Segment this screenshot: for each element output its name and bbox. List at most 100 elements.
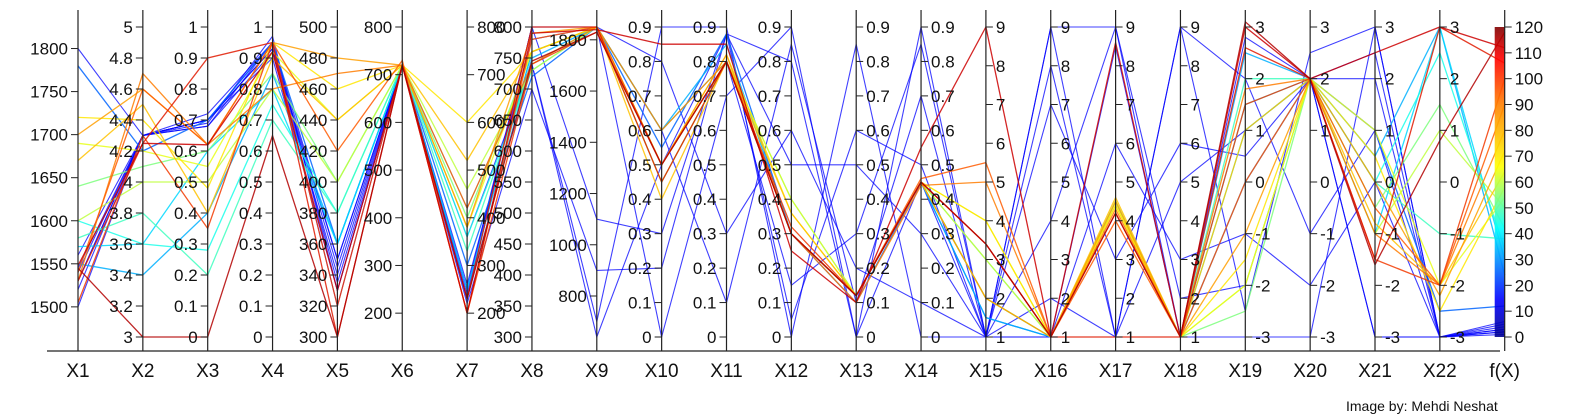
tick-label: 1750 <box>30 83 68 102</box>
tick-label: 1 <box>1190 328 1199 347</box>
tick-label: 400 <box>494 266 522 285</box>
tick-label: 100 <box>1515 70 1543 89</box>
axis-label: X14 <box>904 361 938 382</box>
tick-label: 6 <box>996 134 1005 153</box>
axes: 1500155016001650170017501800X133.23.43.6… <box>30 10 1543 382</box>
tick-label: 0.4 <box>628 190 652 209</box>
tick-label: 380 <box>299 204 327 223</box>
tick-label: 8 <box>1126 57 1135 76</box>
tick-label: 2 <box>1190 289 1199 308</box>
tick-label: 1600 <box>30 212 68 231</box>
tick-label: 0.9 <box>174 49 198 68</box>
tick-label: 0 <box>772 328 781 347</box>
tick-label: 1 <box>1385 121 1394 140</box>
tick-label: 0.7 <box>758 87 782 106</box>
tick-label: 450 <box>494 235 522 254</box>
tick-label: 5 <box>996 173 1005 192</box>
tick-label: 0.2 <box>239 266 263 285</box>
tick-label: 500 <box>364 161 392 180</box>
tick-label: 110 <box>1515 44 1542 63</box>
tick-label: 700 <box>364 66 392 85</box>
tick-label: 300 <box>364 256 392 275</box>
tick-label: 360 <box>299 235 327 254</box>
tick-label: -3 <box>1320 328 1335 347</box>
tick-label: 650 <box>494 111 522 130</box>
tick-label: 4 <box>996 212 1005 231</box>
tick-label: 0.9 <box>758 18 782 37</box>
tick-label: 0.8 <box>174 80 198 99</box>
tick-label: 0.2 <box>931 259 955 278</box>
tick-label: 480 <box>299 49 327 68</box>
tick-label: 0.3 <box>693 225 717 244</box>
tick-label: 0.4 <box>239 204 263 223</box>
tick-label: 0 <box>1320 173 1329 192</box>
axis-label: X12 <box>774 361 808 382</box>
axis-label: X21 <box>1358 361 1392 382</box>
tick-label: 500 <box>477 161 505 180</box>
tick-label: 1400 <box>549 133 587 152</box>
image-credit: Image by: Mehdi Neshat <box>1346 398 1498 414</box>
tick-label: 1800 <box>549 31 587 50</box>
tick-label: 200 <box>364 304 392 323</box>
axis-label: X13 <box>839 361 873 382</box>
tick-label: 1600 <box>549 82 587 101</box>
tick-label: 0.4 <box>758 190 782 209</box>
tick-label: 440 <box>299 111 327 130</box>
tick-label: 0.8 <box>693 52 717 71</box>
tick-label: 0.2 <box>866 259 890 278</box>
tick-label: 1 <box>1320 121 1329 140</box>
tick-label: 1 <box>253 18 262 37</box>
tick-label: 0.7 <box>628 87 652 106</box>
axis-label: X7 <box>455 361 478 382</box>
tick-label: 5 <box>1190 173 1199 192</box>
tick-label: 300 <box>299 328 327 347</box>
tick-label: 9 <box>1061 18 1070 37</box>
tick-label: 70 <box>1515 147 1534 166</box>
tick-label: 2 <box>1385 70 1394 89</box>
axis-label: X22 <box>1423 361 1457 382</box>
tick-label: 6 <box>1190 134 1199 153</box>
tick-label: 0.4 <box>931 190 955 209</box>
tick-label: 0 <box>1515 328 1524 347</box>
tick-label: 750 <box>494 49 522 68</box>
tick-label: 0.5 <box>693 156 717 175</box>
tick-label: 5 <box>1061 173 1070 192</box>
tick-label: 10 <box>1515 302 1534 321</box>
tick-label: -1 <box>1320 225 1335 244</box>
tick-label: 0.2 <box>758 259 782 278</box>
tick-label: 0.3 <box>628 225 652 244</box>
tick-label: 0.1 <box>693 294 717 313</box>
tick-label: 600 <box>477 113 505 132</box>
tick-label: 1000 <box>549 236 587 255</box>
tick-label: 0 <box>931 328 940 347</box>
tick-label: 1 <box>1061 328 1070 347</box>
tick-label: 0.7 <box>693 87 717 106</box>
tick-label: 0.5 <box>758 156 782 175</box>
tick-label: 1 <box>1450 121 1459 140</box>
tick-label: 3 <box>1255 18 1264 37</box>
tick-label: 0 <box>1385 173 1394 192</box>
axis-label: X4 <box>261 361 285 382</box>
tick-label: 0.2 <box>174 266 198 285</box>
axis-label: X17 <box>1099 361 1133 382</box>
tick-label: 0.9 <box>628 18 652 37</box>
tick-label: 4.8 <box>109 49 133 68</box>
tick-label: 2 <box>1320 70 1329 89</box>
tick-label: -2 <box>1255 276 1270 295</box>
tick-label: 0.5 <box>866 156 890 175</box>
tick-label: 7 <box>1126 96 1135 115</box>
tick-label: 4 <box>1190 212 1199 231</box>
tick-label: 0.8 <box>758 52 782 71</box>
axis-label: f(X) <box>1489 361 1520 382</box>
tick-label: 0.1 <box>174 297 198 316</box>
tick-label: 500 <box>494 204 522 223</box>
tick-label: -3 <box>1255 328 1270 347</box>
tick-label: 0.8 <box>931 52 955 71</box>
tick-label: 0.6 <box>758 121 782 140</box>
tick-label: 3 <box>123 328 132 347</box>
tick-label: 420 <box>299 142 327 161</box>
tick-label: 0 <box>866 328 875 347</box>
tick-label: 7 <box>996 96 1005 115</box>
tick-label: 80 <box>1515 121 1534 140</box>
tick-label: 0.9 <box>931 18 955 37</box>
